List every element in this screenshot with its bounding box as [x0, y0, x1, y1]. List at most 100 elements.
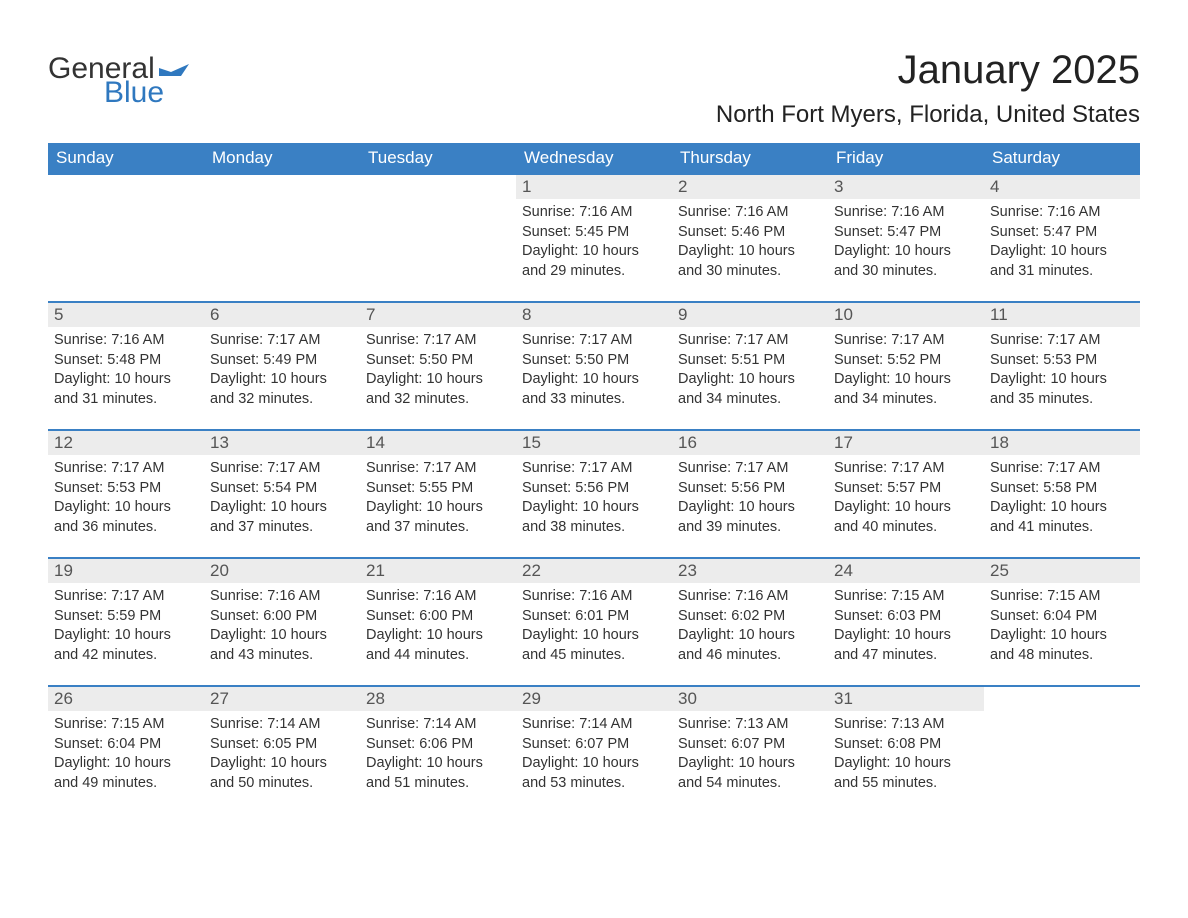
day-content: Sunrise: 7:17 AMSunset: 5:53 PMDaylight:… [48, 455, 204, 543]
month-title: January 2025 [716, 48, 1140, 93]
calendar-cell: 30Sunrise: 7:13 AMSunset: 6:07 PMDayligh… [672, 686, 828, 813]
calendar-cell: 26Sunrise: 7:15 AMSunset: 6:04 PMDayligh… [48, 686, 204, 813]
day-number: 5 [48, 303, 204, 327]
location: North Fort Myers, Florida, United States [716, 101, 1140, 129]
day-number: 3 [828, 175, 984, 199]
day-number: 22 [516, 559, 672, 583]
day-number: 1 [516, 175, 672, 199]
calendar-week: 1Sunrise: 7:16 AMSunset: 5:45 PMDaylight… [48, 174, 1140, 302]
calendar-cell: 24Sunrise: 7:15 AMSunset: 6:03 PMDayligh… [828, 558, 984, 686]
day-header: Thursday [672, 143, 828, 174]
calendar-cell: 18Sunrise: 7:17 AMSunset: 5:58 PMDayligh… [984, 430, 1140, 558]
day-number: 2 [672, 175, 828, 199]
day-content: Sunrise: 7:17 AMSunset: 5:57 PMDaylight:… [828, 455, 984, 543]
calendar-cell: 20Sunrise: 7:16 AMSunset: 6:00 PMDayligh… [204, 558, 360, 686]
calendar-cell: 2Sunrise: 7:16 AMSunset: 5:46 PMDaylight… [672, 174, 828, 302]
day-content: Sunrise: 7:14 AMSunset: 6:07 PMDaylight:… [516, 711, 672, 799]
day-content: Sunrise: 7:15 AMSunset: 6:04 PMDaylight:… [984, 583, 1140, 671]
calendar-table: SundayMondayTuesdayWednesdayThursdayFrid… [48, 143, 1140, 813]
day-content: Sunrise: 7:16 AMSunset: 5:47 PMDaylight:… [828, 199, 984, 287]
day-content: Sunrise: 7:16 AMSunset: 6:02 PMDaylight:… [672, 583, 828, 671]
calendar-cell: 17Sunrise: 7:17 AMSunset: 5:57 PMDayligh… [828, 430, 984, 558]
day-number: 24 [828, 559, 984, 583]
day-header: Friday [828, 143, 984, 174]
calendar-cell: 4Sunrise: 7:16 AMSunset: 5:47 PMDaylight… [984, 174, 1140, 302]
calendar-cell: 14Sunrise: 7:17 AMSunset: 5:55 PMDayligh… [360, 430, 516, 558]
calendar-cell: 12Sunrise: 7:17 AMSunset: 5:53 PMDayligh… [48, 430, 204, 558]
calendar-cell: 11Sunrise: 7:17 AMSunset: 5:53 PMDayligh… [984, 302, 1140, 430]
day-number: 7 [360, 303, 516, 327]
day-number: 28 [360, 687, 516, 711]
calendar-cell: 25Sunrise: 7:15 AMSunset: 6:04 PMDayligh… [984, 558, 1140, 686]
day-number: 12 [48, 431, 204, 455]
calendar-cell: 7Sunrise: 7:17 AMSunset: 5:50 PMDaylight… [360, 302, 516, 430]
day-content: Sunrise: 7:17 AMSunset: 5:49 PMDaylight:… [204, 327, 360, 415]
calendar-cell: 3Sunrise: 7:16 AMSunset: 5:47 PMDaylight… [828, 174, 984, 302]
calendar-cell [984, 686, 1140, 813]
day-content: Sunrise: 7:17 AMSunset: 5:53 PMDaylight:… [984, 327, 1140, 415]
day-number: 13 [204, 431, 360, 455]
calendar-cell: 1Sunrise: 7:16 AMSunset: 5:45 PMDaylight… [516, 174, 672, 302]
day-number: 15 [516, 431, 672, 455]
day-number: 18 [984, 431, 1140, 455]
calendar-cell: 22Sunrise: 7:16 AMSunset: 6:01 PMDayligh… [516, 558, 672, 686]
flag-icon [159, 58, 189, 78]
day-number: 26 [48, 687, 204, 711]
day-number: 27 [204, 687, 360, 711]
day-content: Sunrise: 7:16 AMSunset: 5:46 PMDaylight:… [672, 199, 828, 287]
day-content: Sunrise: 7:17 AMSunset: 5:52 PMDaylight:… [828, 327, 984, 415]
calendar-week: 26Sunrise: 7:15 AMSunset: 6:04 PMDayligh… [48, 686, 1140, 813]
day-content: Sunrise: 7:16 AMSunset: 6:01 PMDaylight:… [516, 583, 672, 671]
calendar-cell: 27Sunrise: 7:14 AMSunset: 6:05 PMDayligh… [204, 686, 360, 813]
calendar-week: 5Sunrise: 7:16 AMSunset: 5:48 PMDaylight… [48, 302, 1140, 430]
day-number: 4 [984, 175, 1140, 199]
calendar-head: SundayMondayTuesdayWednesdayThursdayFrid… [48, 143, 1140, 174]
calendar-cell [360, 174, 516, 302]
day-content: Sunrise: 7:17 AMSunset: 5:56 PMDaylight:… [672, 455, 828, 543]
day-number: 21 [360, 559, 516, 583]
day-header: Monday [204, 143, 360, 174]
day-number: 6 [204, 303, 360, 327]
day-content: Sunrise: 7:15 AMSunset: 6:03 PMDaylight:… [828, 583, 984, 671]
calendar-cell: 23Sunrise: 7:16 AMSunset: 6:02 PMDayligh… [672, 558, 828, 686]
calendar-cell: 28Sunrise: 7:14 AMSunset: 6:06 PMDayligh… [360, 686, 516, 813]
day-content: Sunrise: 7:15 AMSunset: 6:04 PMDaylight:… [48, 711, 204, 799]
day-header: Saturday [984, 143, 1140, 174]
day-number: 30 [672, 687, 828, 711]
day-content: Sunrise: 7:14 AMSunset: 6:05 PMDaylight:… [204, 711, 360, 799]
day-content: Sunrise: 7:17 AMSunset: 5:58 PMDaylight:… [984, 455, 1140, 543]
day-content: Sunrise: 7:17 AMSunset: 5:50 PMDaylight:… [360, 327, 516, 415]
day-number: 9 [672, 303, 828, 327]
day-content: Sunrise: 7:16 AMSunset: 5:45 PMDaylight:… [516, 199, 672, 287]
calendar-cell: 10Sunrise: 7:17 AMSunset: 5:52 PMDayligh… [828, 302, 984, 430]
day-header: Wednesday [516, 143, 672, 174]
day-number: 23 [672, 559, 828, 583]
day-content: Sunrise: 7:17 AMSunset: 5:54 PMDaylight:… [204, 455, 360, 543]
calendar-week: 19Sunrise: 7:17 AMSunset: 5:59 PMDayligh… [48, 558, 1140, 686]
calendar-cell: 13Sunrise: 7:17 AMSunset: 5:54 PMDayligh… [204, 430, 360, 558]
calendar-cell: 9Sunrise: 7:17 AMSunset: 5:51 PMDaylight… [672, 302, 828, 430]
day-header: Tuesday [360, 143, 516, 174]
day-content: Sunrise: 7:16 AMSunset: 5:47 PMDaylight:… [984, 199, 1140, 287]
title-block: January 2025 North Fort Myers, Florida, … [716, 48, 1140, 129]
day-content: Sunrise: 7:14 AMSunset: 6:06 PMDaylight:… [360, 711, 516, 799]
day-header: Sunday [48, 143, 204, 174]
day-number: 14 [360, 431, 516, 455]
logo: General Blue [48, 48, 189, 108]
day-number: 8 [516, 303, 672, 327]
day-number: 29 [516, 687, 672, 711]
day-content: Sunrise: 7:16 AMSunset: 5:48 PMDaylight:… [48, 327, 204, 415]
calendar-cell [48, 174, 204, 302]
day-content: Sunrise: 7:16 AMSunset: 6:00 PMDaylight:… [204, 583, 360, 671]
day-number: 19 [48, 559, 204, 583]
calendar-week: 12Sunrise: 7:17 AMSunset: 5:53 PMDayligh… [48, 430, 1140, 558]
day-content: Sunrise: 7:13 AMSunset: 6:08 PMDaylight:… [828, 711, 984, 799]
day-number: 16 [672, 431, 828, 455]
day-content: Sunrise: 7:17 AMSunset: 5:59 PMDaylight:… [48, 583, 204, 671]
day-number: 10 [828, 303, 984, 327]
calendar-cell: 19Sunrise: 7:17 AMSunset: 5:59 PMDayligh… [48, 558, 204, 686]
logo-text-blue: Blue [104, 78, 189, 108]
day-content: Sunrise: 7:17 AMSunset: 5:56 PMDaylight:… [516, 455, 672, 543]
day-content: Sunrise: 7:17 AMSunset: 5:51 PMDaylight:… [672, 327, 828, 415]
header: General Blue January 2025 North Fort Mye… [48, 48, 1140, 129]
